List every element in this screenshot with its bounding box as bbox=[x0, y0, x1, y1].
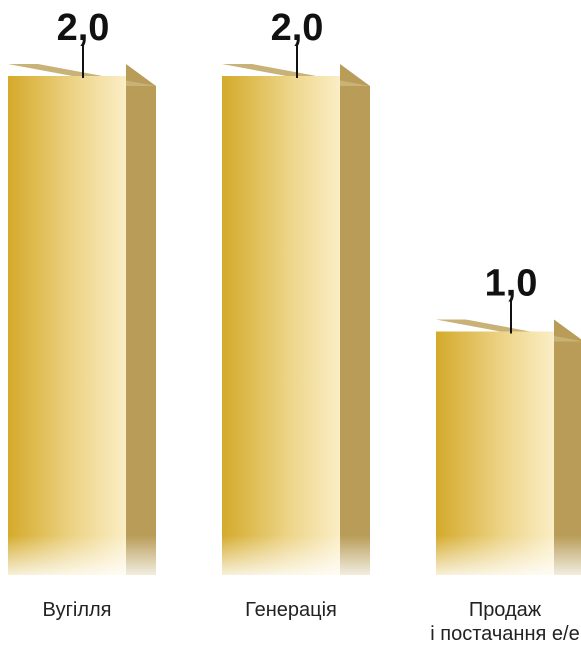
bar-1: 2,0 Вугілля bbox=[6, 7, 158, 621]
bar-fade bbox=[220, 535, 372, 579]
bar-side-face bbox=[340, 64, 370, 575]
value-label: 1,0 bbox=[485, 263, 538, 305]
bar-side-face bbox=[126, 64, 156, 575]
bar-front-face bbox=[8, 76, 126, 575]
bar-front-face bbox=[436, 331, 554, 575]
category-label: Генерація bbox=[245, 599, 337, 621]
bar-2: 2,0 Генерація bbox=[220, 7, 372, 621]
value-label: 2,0 bbox=[271, 7, 324, 49]
value-label: 2,0 bbox=[57, 7, 110, 49]
category-label: Вугілля bbox=[42, 599, 111, 621]
bar-front-face bbox=[222, 76, 340, 575]
category-label: Продаж і постачання е/е bbox=[430, 599, 579, 645]
bar-fade bbox=[434, 535, 581, 579]
bar-side-face bbox=[554, 319, 581, 575]
bar-3: 1,0 Продаж і постачання е/е bbox=[430, 263, 581, 645]
bar-fade bbox=[6, 535, 158, 579]
